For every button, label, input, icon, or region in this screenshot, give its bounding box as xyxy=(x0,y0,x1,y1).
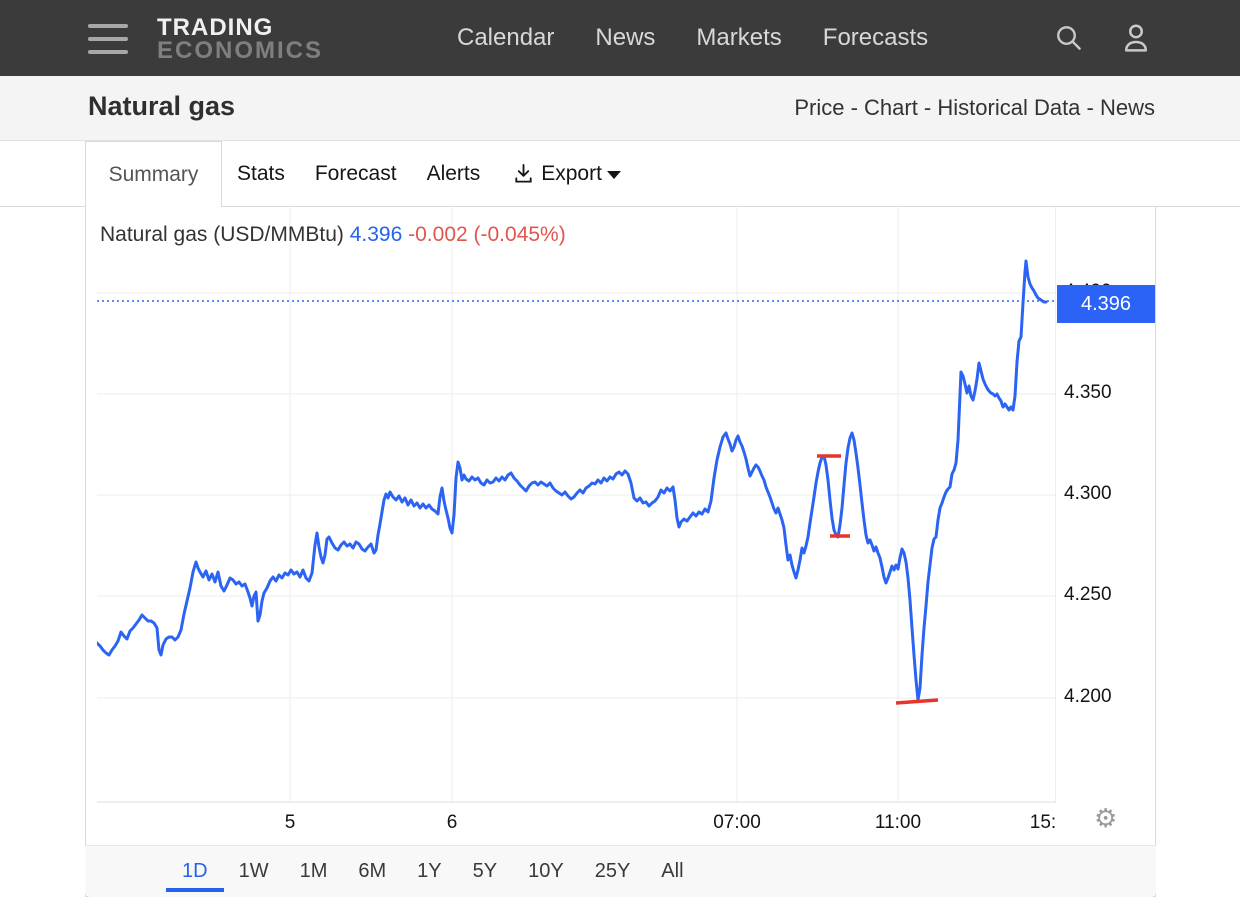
subheader xyxy=(0,76,1240,141)
menu-icon[interactable] xyxy=(88,24,128,54)
export-label: Export xyxy=(541,161,602,185)
top-navbar: TRADING ECONOMICS Calendar News Markets For… xyxy=(0,0,1240,76)
active-range-indicator xyxy=(166,888,224,892)
y-axis-label: 4.300 xyxy=(1064,483,1112,504)
chevron-down-icon xyxy=(606,171,621,179)
tab-summary[interactable]: Summary xyxy=(85,141,222,207)
nav-link-calendar[interactable]: Calendar xyxy=(457,24,555,51)
tab-alerts[interactable]: Alerts xyxy=(426,161,481,185)
subheader-link-separator: - xyxy=(917,95,938,120)
range-all[interactable]: All xyxy=(661,860,684,882)
page-title: Natural gas xyxy=(88,91,236,121)
y-axis-label: 4.250 xyxy=(1064,584,1112,605)
user-icon[interactable] xyxy=(1120,21,1152,55)
x-axis-label: 11:00 xyxy=(874,812,922,833)
tabrow-divider xyxy=(0,206,1240,207)
x-axis-label: 6 xyxy=(446,812,458,833)
price-value: 4.396 xyxy=(349,223,403,246)
menu-bar xyxy=(88,50,128,54)
nav-icons xyxy=(1054,0,1152,76)
logo[interactable]: TRADING ECONOMICS xyxy=(157,14,324,64)
price-change: -0.002 (-0.045%) xyxy=(402,223,566,246)
range-1y[interactable]: 1Y xyxy=(417,860,442,882)
logo-line1: TRADING xyxy=(157,14,274,41)
subheader-link-news[interactable]: News xyxy=(1099,95,1155,120)
logo-line2: ECONOMICS xyxy=(157,37,324,64)
chart-header: Natural gas (USD/MMBtu) 4.396 -0.002 (-0… xyxy=(100,223,566,247)
nav-link-markets[interactable]: Markets xyxy=(696,24,782,51)
y-axis-label: 4.350 xyxy=(1064,382,1112,403)
current-price-badge: 4.396 xyxy=(1057,285,1155,323)
nav-link-news[interactable]: News xyxy=(595,24,656,51)
subheader-link-separator: - xyxy=(844,95,865,120)
menu-bar xyxy=(88,24,128,28)
x-axis-label: 5 xyxy=(284,812,296,833)
menu-bar xyxy=(88,37,128,41)
range-1d[interactable]: 1D xyxy=(166,846,224,897)
search-icon[interactable] xyxy=(1054,23,1084,53)
chart-card xyxy=(85,207,1156,897)
instrument-label: Natural gas (USD/MMBtu) xyxy=(100,223,350,246)
download-icon xyxy=(515,163,532,183)
tab-forecast[interactable]: Forecast xyxy=(314,161,397,185)
tab-stats[interactable]: Stats xyxy=(237,161,285,185)
x-axis-label: 07:00 xyxy=(713,812,761,833)
nav-link-forecasts[interactable]: Forecasts xyxy=(822,24,929,51)
subheader-link-historical-data[interactable]: Historical Data xyxy=(937,95,1081,120)
subheader-link-separator: - xyxy=(1080,95,1100,120)
range-1w[interactable]: 1W xyxy=(238,860,269,882)
subheader-link-chart[interactable]: Chart xyxy=(864,95,918,120)
price-chart[interactable] xyxy=(97,206,1056,803)
range-1m[interactable]: 1M xyxy=(299,860,328,882)
subheader-links: Price - Chart - Historical Data - News xyxy=(794,95,1155,121)
range-10y[interactable]: 10Y xyxy=(528,860,564,882)
range-bar: 1D 1W 1M 6M 1Y 5Y 10Y 25Y All xyxy=(85,845,1156,897)
y-axis-label: 4.200 xyxy=(1064,686,1112,707)
range-6m[interactable]: 6M xyxy=(358,860,387,882)
tabs: Stats Forecast Alerts Export xyxy=(222,141,621,206)
x-axis-label: 15: xyxy=(1029,812,1057,833)
subheader-link-price[interactable]: Price xyxy=(794,95,845,120)
nav-links: Calendar News Markets Forecasts xyxy=(457,0,928,76)
range-5y[interactable]: 5Y xyxy=(472,860,498,882)
range-25y[interactable]: 25Y xyxy=(594,860,631,882)
gear-icon[interactable]: ⚙ xyxy=(1094,804,1118,834)
export-button[interactable]: Export xyxy=(495,162,621,186)
